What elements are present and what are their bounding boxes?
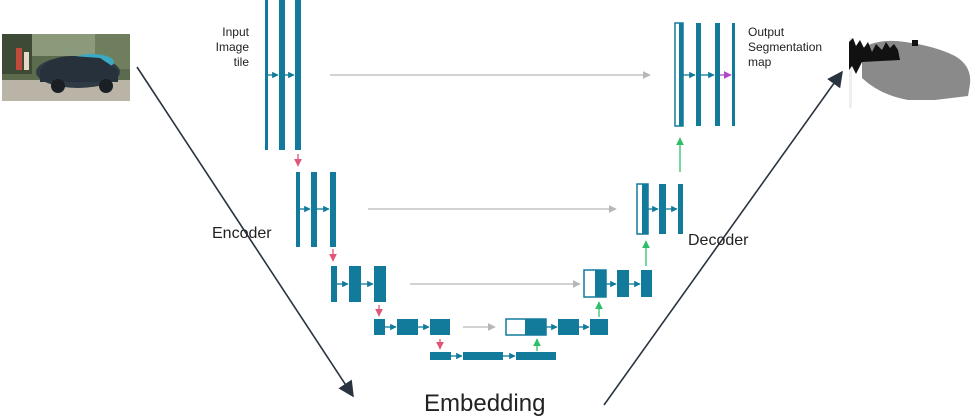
decoder-arrow: [603, 70, 843, 406]
decoder-level-3: [583, 269, 652, 298]
decoder-level-2: [636, 183, 683, 235]
output-label-line-2: Segmentation: [748, 40, 823, 54]
decoder-label: Decoder: [688, 232, 749, 249]
embedding-label: Embedding: [424, 390, 546, 417]
output-segmentation-map: [849, 38, 971, 108]
encoder-level-1: [265, 0, 301, 150]
encoder-level-2: [296, 172, 336, 247]
decoder-level-4: [505, 318, 608, 336]
input-label-line-1: Input: [222, 25, 249, 39]
encoder-label: Encoder: [212, 225, 272, 242]
encoder-level-3: [331, 266, 386, 302]
encoder-level-4: [374, 319, 450, 335]
output-label-line-1: Output: [748, 25, 785, 39]
output-label-line-3: map: [748, 55, 772, 69]
input-label-line-3: tile: [233, 55, 249, 69]
encoder-arrow: [136, 66, 354, 398]
decoder-level-1: [674, 22, 735, 127]
bottleneck: [430, 352, 556, 360]
input-label-line-2: Image: [215, 40, 249, 54]
input-photo: [2, 34, 130, 101]
